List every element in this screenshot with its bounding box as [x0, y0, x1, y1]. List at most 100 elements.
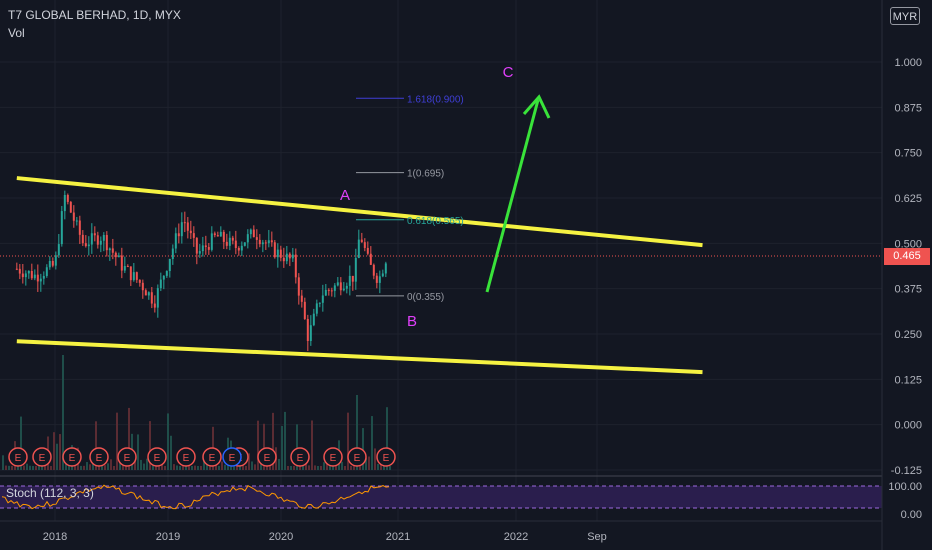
candle	[321, 295, 324, 303]
earnings-label: E	[96, 453, 103, 464]
candle	[132, 272, 135, 281]
earnings-marker[interactable]: E	[202, 447, 222, 467]
volume-bar	[350, 466, 352, 470]
currency-button[interactable]: MYR	[890, 7, 920, 25]
candle	[204, 245, 207, 248]
time-tick-label: 2022	[504, 531, 528, 543]
fib-level-label: 0(0.355)	[407, 292, 444, 303]
earnings-marker[interactable]: E	[376, 447, 396, 467]
volume-bar	[263, 423, 265, 470]
candle	[165, 271, 168, 276]
candle	[285, 253, 288, 262]
candle	[117, 255, 120, 258]
earnings-label: E	[154, 453, 161, 464]
candle	[369, 253, 372, 265]
earnings-marker[interactable]: E	[347, 447, 367, 467]
candle	[255, 237, 258, 240]
earnings-marker[interactable]: E	[176, 447, 196, 467]
candle	[300, 295, 303, 302]
earnings-marker[interactable]: E	[257, 447, 277, 467]
volume-bar	[296, 424, 298, 470]
candle	[303, 301, 306, 319]
trendline	[16, 176, 703, 248]
volume-bar	[326, 463, 328, 470]
volume-bar	[305, 459, 307, 470]
earnings-marker[interactable]: E	[89, 447, 109, 467]
candle	[273, 242, 276, 258]
candle	[378, 276, 381, 283]
earnings-label: E	[297, 453, 304, 464]
candle	[261, 242, 264, 245]
volume-bar	[353, 465, 355, 470]
stoch-tick-label: 0.00	[901, 509, 922, 521]
candle	[135, 272, 138, 280]
volume-bar	[278, 458, 280, 470]
earnings-circle	[8, 447, 28, 467]
volume-bar	[200, 465, 202, 470]
volume-bar	[362, 428, 364, 470]
earnings-label: E	[15, 453, 22, 464]
candle	[45, 267, 48, 276]
price-tick-label: 0.500	[894, 238, 922, 250]
wave-label: A	[340, 187, 350, 204]
volume-bar	[170, 435, 172, 470]
earnings-marker[interactable]: E	[290, 447, 310, 467]
earnings-label: E	[264, 453, 271, 464]
volume-bar	[293, 465, 295, 470]
candle	[150, 292, 153, 304]
earnings-marker[interactable]: E	[62, 447, 82, 467]
earnings-marker[interactable]: E	[32, 447, 52, 467]
price-tick-label: 0.625	[894, 193, 922, 205]
candle	[93, 233, 96, 236]
candle	[258, 239, 261, 245]
earnings-marker[interactable]: E	[8, 447, 28, 467]
candle	[69, 201, 72, 213]
candle	[27, 270, 30, 274]
volume-bar	[320, 465, 322, 470]
volume-bar	[281, 425, 283, 470]
volume-bar	[158, 465, 160, 470]
volume-bar	[221, 461, 223, 470]
arrow-head	[522, 94, 551, 119]
price-tick-label: 0.375	[894, 284, 922, 296]
candle	[357, 239, 360, 258]
candle	[324, 289, 327, 296]
earnings-label: E	[69, 453, 76, 464]
volume-bar	[113, 465, 115, 470]
candle	[384, 263, 387, 274]
candle	[144, 290, 147, 296]
candle	[381, 273, 384, 277]
volume-bar	[365, 458, 367, 470]
candle	[225, 241, 228, 246]
candle	[267, 240, 270, 244]
candle	[114, 252, 117, 258]
price-tick-label: 1.000	[894, 57, 922, 69]
volume-bar	[368, 456, 370, 470]
volume-bar	[311, 420, 313, 470]
earnings-circle	[117, 447, 137, 467]
stoch-line	[1, 484, 390, 510]
earnings-marker[interactable]: E	[117, 447, 137, 467]
volume-bar	[152, 464, 154, 470]
candle	[90, 233, 93, 245]
candle	[336, 282, 339, 286]
candle	[180, 222, 183, 237]
candle	[231, 237, 234, 241]
earnings-marker[interactable]: E	[323, 447, 343, 467]
indicator-label[interactable]: Stoch (112, 3, 3)	[6, 486, 94, 500]
fibonacci-levels: 1.618(0.900) 1(0.695) 0.618(0.565) 0(0.355)	[356, 94, 464, 303]
candle	[120, 255, 123, 271]
time-tick-label: 2019	[156, 531, 180, 543]
volume-bar	[23, 465, 25, 470]
volume-bar	[347, 412, 349, 470]
earnings-marker[interactable]: E	[222, 447, 242, 467]
volume-bar	[89, 464, 91, 470]
earnings-marker[interactable]: E	[147, 447, 167, 467]
candle	[60, 211, 63, 245]
volume-bar	[224, 464, 226, 470]
earnings-circle	[376, 447, 396, 467]
earnings-circle	[202, 447, 222, 467]
volume-bar	[68, 465, 70, 470]
price-axis-ticks: 1.000 0.875 0.750 0.625 0.500 0.375 0.250 0.125…	[891, 57, 922, 477]
